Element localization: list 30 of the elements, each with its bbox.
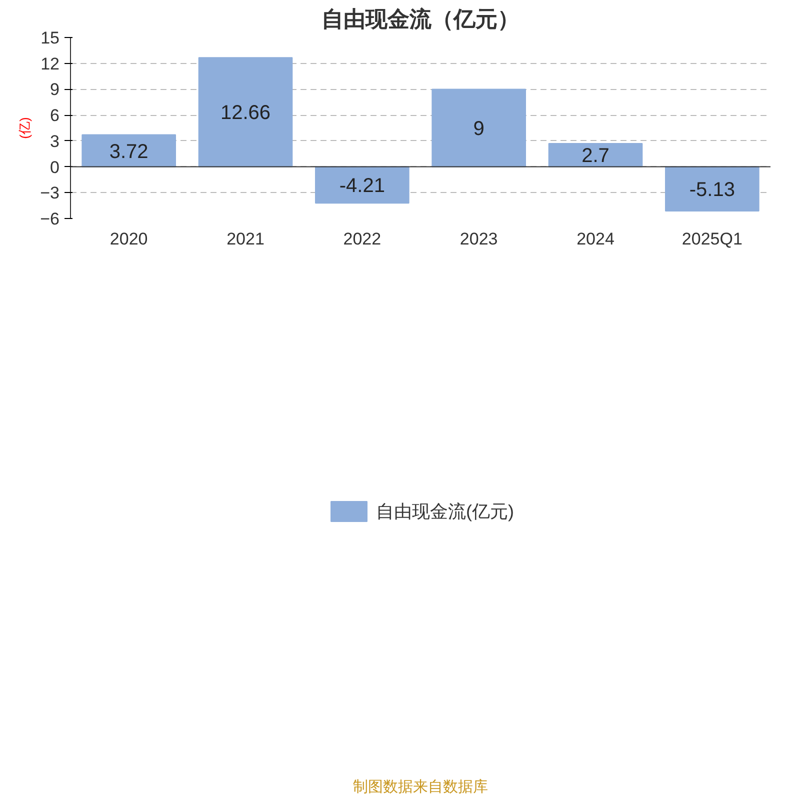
x-tick-label: 2021 — [226, 230, 264, 248]
data-label: 12.66 — [220, 102, 271, 124]
x-tick-label: 2023 — [460, 230, 498, 248]
data-label: -5.13 — [689, 178, 735, 201]
data-label: -4.21 — [339, 174, 385, 197]
y-tick-label: 0 — [50, 158, 60, 177]
y-tick-label: 9 — [50, 80, 60, 100]
bar — [315, 166, 410, 204]
bar — [665, 166, 760, 212]
y-tick-label: −6 — [40, 210, 60, 228]
y-tick-label: 3 — [50, 132, 60, 151]
x-tick-label: 2020 — [110, 230, 148, 248]
legend-label: 自由现金流(亿元) — [376, 500, 514, 523]
chart-title: 自由现金流（亿元） — [322, 6, 520, 32]
bar — [198, 57, 293, 168]
x-tick-label: 2024 — [576, 230, 614, 248]
bar — [432, 88, 526, 168]
x-tick-label: 2025Q1 — [682, 230, 742, 248]
y-axis-title: (亿) — [17, 117, 32, 139]
y-tick-label: 6 — [50, 106, 60, 126]
y-tick-label: 15 — [40, 28, 60, 48]
text: 制图数据来自数据库 — [353, 778, 488, 796]
x-tick-label: 2022 — [343, 230, 382, 248]
y-tick-label: −3 — [40, 184, 60, 203]
data-label: 9 — [473, 118, 484, 140]
data-label: 2.7 — [582, 145, 610, 168]
y-tick-label: 12 — [40, 54, 60, 74]
bar — [82, 134, 176, 168]
bar — [548, 143, 643, 168]
data-label: 3.72 — [109, 140, 148, 163]
